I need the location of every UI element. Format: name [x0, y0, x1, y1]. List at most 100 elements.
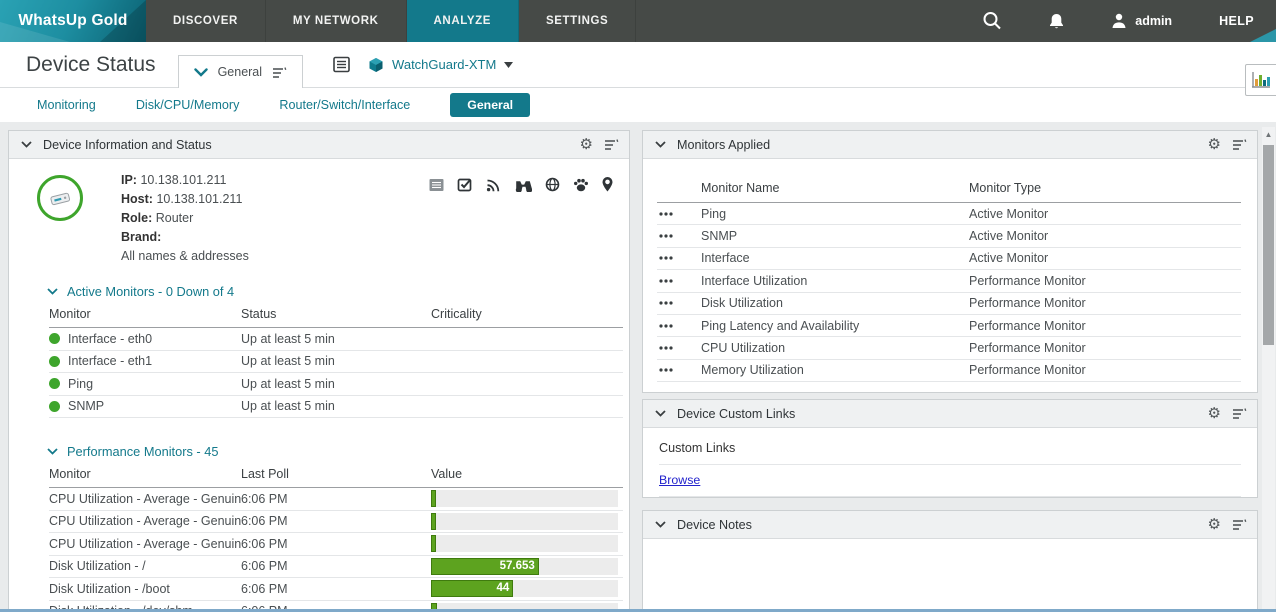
table-row[interactable]: Interface - eth1 Up at least 5 min [49, 351, 623, 373]
report-icon[interactable] [429, 178, 444, 192]
panel-menu-icon[interactable] [1232, 138, 1247, 151]
table-row[interactable]: Disk Utilization - /dev/shm6:06 PM [49, 601, 623, 612]
row-menu-icon[interactable] [659, 301, 673, 305]
row-menu-icon[interactable] [659, 368, 673, 373]
subtab-general[interactable]: General [450, 93, 531, 117]
row-menu-cell [657, 301, 701, 305]
table-row[interactable]: Interface Active Monitor [657, 248, 1241, 271]
collapse-chevron-icon[interactable] [21, 141, 32, 148]
device-info-panel: Device Information and Status ⚙ IP: 10.1… [8, 130, 630, 612]
row-menu-cell [657, 279, 701, 283]
app-logo[interactable]: WhatsUp Gold [0, 0, 146, 42]
active-monitors-heading[interactable]: Active Monitors - 0 Down of 4 [47, 284, 629, 299]
menu-list-icon[interactable] [272, 66, 287, 79]
monitor-name-cell: SNMP [701, 229, 738, 244]
table-row[interactable]: CPU Utilization - Average - Genuin... 6:0… [49, 488, 623, 511]
content-area: Device Information and Status ⚙ IP: 10.1… [0, 122, 1276, 612]
table-row[interactable]: CPU Utilization - Average - Genuin... 6:0… [49, 533, 623, 556]
table-row[interactable]: SNMP Up at least 5 min [49, 396, 623, 418]
row-menu-icon[interactable] [659, 346, 673, 350]
status-dot-icon [49, 378, 60, 390]
monitor-name-cell: Disk Utilization [701, 296, 783, 311]
nav-item-discover[interactable]: DISCOVER [146, 0, 266, 42]
binoculars-icon[interactable] [514, 178, 532, 192]
panel-title: Device Notes [677, 517, 752, 532]
table-row[interactable]: CPU Utilization Performance Monitor [657, 337, 1241, 360]
gear-icon[interactable]: ⚙ [1207, 136, 1221, 153]
collapse-chevron-icon[interactable] [655, 410, 666, 418]
table-row[interactable]: Disk Utilization - / 6:06 PM 57.653 [49, 556, 623, 578]
scroll-up-arrow[interactable]: ▲ [1264, 129, 1273, 139]
column-header-status: Status [241, 307, 277, 321]
collapse-chevron-icon[interactable] [655, 521, 666, 529]
value-cell: 44 [431, 580, 623, 598]
value-bar-track [431, 602, 618, 612]
table-row[interactable]: Interface Utilization Performance Monitor [657, 270, 1241, 293]
all-names-link[interactable]: All names & addresses [121, 249, 249, 263]
device-selector[interactable]: WatchGuard-XTM [368, 57, 514, 73]
role-value: Router [155, 211, 194, 225]
location-pin-icon[interactable] [602, 177, 613, 192]
nav-item-my-network[interactable]: MY NETWORK [266, 0, 407, 42]
user-menu[interactable]: admin [1087, 12, 1195, 30]
gear-icon[interactable]: ⚙ [1207, 516, 1221, 534]
value-bar [431, 490, 436, 508]
monitor-type-cell: Active Monitor [969, 206, 1049, 221]
browse-link[interactable]: Browse [659, 473, 701, 488]
panel-menu-icon[interactable] [1232, 407, 1247, 420]
table-row[interactable]: Ping Up at least 5 min [49, 373, 623, 396]
search-button[interactable] [958, 10, 1026, 32]
table-row[interactable]: Disk Utilization Performance Monitor [657, 293, 1241, 315]
monitor-name: Interface - eth1 [68, 354, 153, 369]
row-menu-icon[interactable] [659, 234, 673, 238]
nav-item-settings[interactable]: SETTINGS [519, 0, 637, 42]
row-menu-cell [657, 346, 701, 350]
help-link[interactable]: HELP [1219, 14, 1254, 28]
monitor-type-cell: Active Monitor [969, 229, 1049, 244]
performance-monitors-heading[interactable]: Performance Monitors - 45 [47, 444, 629, 459]
row-menu-icon[interactable] [659, 212, 673, 216]
view-tab-label: General [217, 65, 263, 79]
custom-links-body: Custom Links Browse [643, 428, 1257, 498]
status-dot-icon [49, 400, 60, 412]
checkbox-check-icon[interactable] [457, 177, 473, 192]
subtab-router-switch-interface[interactable]: Router/Switch/Interface [279, 98, 411, 112]
row-menu-cell [657, 212, 701, 216]
panel-menu-icon[interactable] [604, 138, 619, 151]
row-menu-icon[interactable] [659, 279, 673, 283]
notifications-button[interactable] [1026, 13, 1087, 30]
value-cell [431, 535, 623, 553]
paw-icon[interactable] [573, 177, 589, 192]
monitors-applied-panel: Monitors Applied ⚙ Monitor Name Monitor T… [642, 130, 1258, 394]
status-cell: Up at least 5 min [241, 399, 335, 414]
table-row[interactable]: Ping Active Monitor [657, 203, 1241, 226]
globe-icon[interactable] [545, 177, 560, 192]
value-bar: 57.653 [431, 557, 539, 575]
value-bar-track [431, 512, 618, 530]
status-cell: Up at least 5 min [241, 354, 335, 369]
vertical-scrollbar[interactable]: ▲ [1262, 127, 1275, 609]
table-row[interactable]: SNMP Active Monitor [657, 225, 1241, 248]
table-row[interactable]: Interface - eth0 Up at least 5 min [49, 328, 623, 351]
table-row[interactable]: Disk Utilization - /boot 6:06 PM 44 [49, 578, 623, 601]
device-action-icons [429, 171, 617, 192]
subtab-disk-cpu-memory[interactable]: Disk/CPU/Memory [135, 98, 240, 112]
value-bar: 44 [431, 580, 514, 598]
gear-icon[interactable]: ⚙ [579, 136, 593, 153]
collapse-chevron-icon[interactable] [655, 141, 666, 148]
subtab-monitoring[interactable]: Monitoring [37, 98, 96, 112]
row-menu-icon[interactable] [659, 324, 673, 328]
table-row[interactable]: Memory Utilization Performance Monitor [657, 360, 1241, 383]
gear-icon[interactable]: ⚙ [1207, 405, 1221, 423]
wireless-icon[interactable] [486, 178, 501, 192]
nav-item-analyze[interactable]: ANALYZE [406, 0, 519, 42]
table-row[interactable]: Ping Latency and Availability Performance… [657, 315, 1241, 338]
scrollbar-thumb[interactable] [1263, 145, 1274, 345]
column-header-monitor: Monitor [49, 307, 91, 321]
table-row[interactable]: CPU Utilization - Average - Genuin... 6:0… [49, 511, 623, 533]
chart-button[interactable] [1245, 64, 1276, 96]
panel-menu-icon[interactable] [1232, 518, 1247, 531]
view-tab-general[interactable]: General [177, 55, 304, 88]
row-menu-icon[interactable] [659, 256, 673, 261]
report-button[interactable] [333, 56, 350, 73]
